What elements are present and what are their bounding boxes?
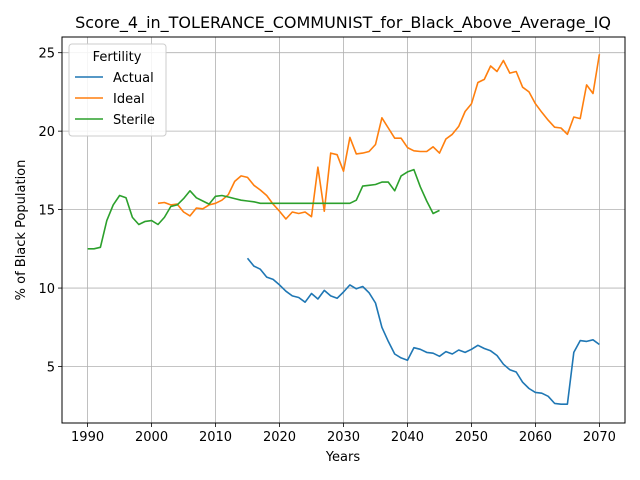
series-line-actual [246, 257, 600, 406]
x-tick-label: 2010 [199, 430, 232, 445]
y-tick-label: 5 [47, 361, 55, 376]
x-tick-label: 1990 [71, 430, 104, 445]
x-tick-label: 2020 [263, 430, 296, 445]
x-tick-label: 2060 [519, 430, 552, 445]
y-axis: 5 10 15 20 25 [38, 47, 62, 376]
legend-box [68, 43, 167, 137]
grid [62, 37, 625, 423]
series-lines [87, 54, 601, 406]
x-tick-label: 2070 [583, 430, 616, 445]
legend-label-ideal: Ideal [113, 92, 145, 107]
x-tick-label: 2050 [455, 430, 488, 445]
legend-title: Fertility [93, 50, 142, 65]
x-tick-label: 2000 [135, 430, 168, 445]
legend-label-actual: Actual [113, 71, 154, 86]
y-tick-label: 20 [38, 125, 55, 140]
series-line-ideal [157, 54, 601, 220]
x-tick-label: 2030 [327, 430, 360, 445]
y-axis-label: % of Black Population [14, 160, 29, 301]
legend: Fertility Actual Ideal Sterile [68, 43, 167, 137]
chart-title: Score_4_in_TOLERANCE_COMMUNIST_for_Black… [75, 13, 611, 33]
y-tick-label: 25 [38, 47, 55, 62]
series-line-sterile [87, 168, 440, 250]
legend-label-sterile: Sterile [113, 113, 155, 128]
x-tick-label: 2040 [391, 430, 424, 445]
y-tick-label: 10 [38, 282, 55, 297]
x-axis: 1990 2000 2010 2020 2030 2040 2050 2060 2070 [71, 423, 616, 445]
x-axis-label: Years [325, 450, 361, 465]
y-tick-label: 15 [38, 204, 55, 219]
